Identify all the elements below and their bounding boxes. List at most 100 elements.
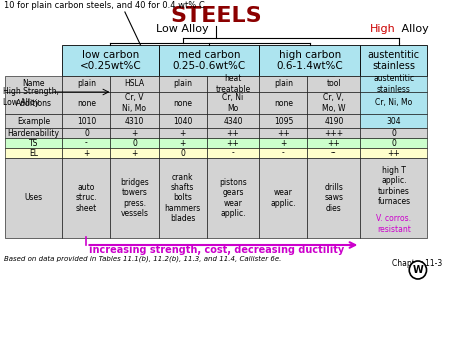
Bar	[307, 76, 360, 92]
Text: 304: 304	[387, 117, 401, 125]
Text: W: W	[413, 265, 423, 275]
Text: none: none	[77, 98, 96, 107]
Text: Example: Example	[17, 117, 50, 125]
Bar	[360, 114, 428, 128]
Bar	[259, 92, 307, 114]
Text: Based on data provided in Tables 11.1(b), 11.2(b), 11.3, and 11.4, Callister 6e.: Based on data provided in Tables 11.1(b)…	[4, 256, 281, 262]
Bar	[360, 92, 428, 114]
Text: 0: 0	[84, 128, 89, 138]
Text: 10 for plain carbon steels, and 40 for 0.4 wt% C: 10 for plain carbon steels, and 40 for 0…	[4, 1, 205, 10]
Bar	[307, 128, 360, 138]
Bar	[111, 92, 158, 114]
Text: crank
shafts
bolts
hammers
blades: crank shafts bolts hammers blades	[164, 173, 201, 223]
Text: auto
struc.
sheet: auto struc. sheet	[76, 183, 97, 213]
Bar	[307, 148, 360, 158]
Text: 0: 0	[392, 128, 396, 138]
Text: --: --	[331, 148, 337, 158]
Bar	[207, 128, 259, 138]
Bar	[307, 158, 360, 238]
Text: Chapter 11-3: Chapter 11-3	[392, 259, 442, 267]
Bar	[360, 76, 428, 92]
Bar	[111, 158, 158, 238]
Bar	[63, 114, 111, 128]
Text: bridges
towers
press.
vessels: bridges towers press. vessels	[120, 178, 149, 218]
Text: +: +	[280, 139, 287, 147]
Text: Hardenability: Hardenability	[8, 128, 59, 138]
Bar	[360, 158, 428, 238]
Bar	[5, 92, 63, 114]
Text: high T
applic.
turbines
furnaces: high T applic. turbines furnaces	[377, 166, 410, 206]
Text: +: +	[131, 148, 138, 158]
Text: +: +	[180, 139, 186, 147]
Bar	[307, 114, 360, 128]
Bar	[111, 76, 158, 92]
Bar	[5, 138, 63, 148]
Bar	[63, 45, 158, 76]
Bar	[5, 148, 63, 158]
Bar	[63, 128, 111, 138]
Bar	[259, 138, 307, 148]
Text: plain: plain	[173, 79, 192, 89]
Text: EL: EL	[29, 148, 38, 158]
Bar	[111, 138, 158, 148]
Bar	[207, 76, 259, 92]
Text: Cr, Ni
Mo: Cr, Ni Mo	[222, 93, 243, 113]
Text: 0: 0	[132, 139, 137, 147]
Bar	[360, 128, 428, 138]
Bar	[63, 76, 111, 92]
Circle shape	[409, 261, 427, 279]
Text: ++: ++	[277, 128, 290, 138]
Text: med carbon
0.25-0.6wt%C: med carbon 0.25-0.6wt%C	[172, 50, 246, 71]
Text: tool: tool	[327, 79, 341, 89]
Text: heat
treatable: heat treatable	[216, 74, 251, 94]
Bar	[63, 138, 111, 148]
Bar	[158, 114, 207, 128]
Bar	[259, 158, 307, 238]
Text: 4310: 4310	[125, 117, 144, 125]
Text: +: +	[131, 128, 138, 138]
Bar	[259, 148, 307, 158]
Bar	[207, 148, 259, 158]
Bar	[207, 138, 259, 148]
Bar	[259, 128, 307, 138]
Text: none: none	[173, 98, 192, 107]
Text: Alloy: Alloy	[398, 24, 428, 34]
Text: +++: +++	[324, 128, 343, 138]
Text: drills
saws
dies: drills saws dies	[324, 183, 343, 213]
Bar	[111, 128, 158, 138]
Bar	[259, 76, 307, 92]
Bar	[5, 76, 63, 92]
Text: -: -	[85, 139, 88, 147]
Text: austentitic
stainless: austentitic stainless	[368, 50, 420, 71]
Text: increasing strength, cost, decreasing ductility: increasing strength, cost, decreasing du…	[89, 245, 344, 255]
Bar	[158, 45, 259, 76]
Text: 1040: 1040	[173, 117, 192, 125]
Text: High: High	[370, 24, 396, 34]
Text: Cr, V,
Mo, W: Cr, V, Mo, W	[322, 93, 346, 113]
Text: none: none	[274, 98, 293, 107]
Text: +: +	[83, 148, 90, 158]
Bar	[158, 92, 207, 114]
Text: pistons
gears
wear
applic.: pistons gears wear applic.	[219, 178, 247, 218]
Bar	[5, 158, 63, 238]
Text: Uses: Uses	[25, 193, 43, 202]
Bar	[158, 148, 207, 158]
Text: HSLA: HSLA	[125, 79, 144, 89]
Text: Additions: Additions	[16, 98, 52, 107]
Text: 1010: 1010	[77, 117, 96, 125]
Bar	[158, 76, 207, 92]
Text: ++: ++	[227, 128, 239, 138]
Text: ++: ++	[387, 148, 400, 158]
Bar	[259, 45, 360, 76]
Bar	[307, 92, 360, 114]
Bar	[158, 138, 207, 148]
Bar	[63, 92, 111, 114]
Text: STEELS: STEELS	[171, 6, 262, 26]
Text: ++: ++	[227, 139, 239, 147]
Text: high carbon
0.6-1.4wt%C: high carbon 0.6-1.4wt%C	[276, 50, 343, 71]
Bar	[307, 138, 360, 148]
Bar	[360, 138, 428, 148]
Text: wear
applic.: wear applic.	[270, 188, 296, 208]
Bar	[63, 158, 111, 238]
Text: plain: plain	[274, 79, 293, 89]
